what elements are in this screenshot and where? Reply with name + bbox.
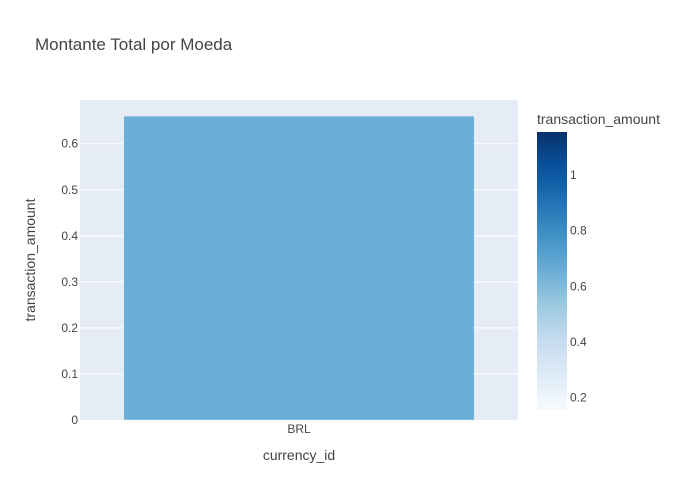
colorbar-title: transaction_amount bbox=[537, 111, 660, 127]
y-tick-label: 0.6 bbox=[61, 137, 78, 151]
y-axis-ticks: 0 0.1 0.2 0.3 0.4 0.5 0.6 bbox=[61, 137, 78, 427]
colorbar bbox=[537, 132, 567, 410]
y-tick-label: 0.5 bbox=[61, 183, 78, 197]
colorbar-tick-label: 0.6 bbox=[570, 279, 587, 293]
colorbar-tick-label: 0.4 bbox=[570, 335, 587, 349]
y-axis-title: transaction_amount bbox=[22, 198, 38, 321]
x-axis-title: currency_id bbox=[263, 447, 335, 463]
x-tick-label: BRL bbox=[287, 422, 311, 436]
colorbar-tick-label: 0.2 bbox=[570, 390, 587, 404]
bar[interactable] bbox=[123, 115, 475, 421]
y-tick-label: 0.1 bbox=[61, 367, 78, 381]
colorbar-tick-label: 0.8 bbox=[570, 224, 587, 238]
y-tick-label: 0.4 bbox=[61, 229, 78, 243]
chart-title: Montante Total por Moeda bbox=[35, 35, 233, 54]
x-axis-ticks: BRL bbox=[287, 422, 311, 436]
y-tick-label: 0.2 bbox=[61, 321, 78, 335]
bars bbox=[123, 115, 475, 421]
y-tick-label: 0 bbox=[71, 413, 78, 427]
y-tick-label: 0.3 bbox=[61, 275, 78, 289]
colorbar-ticks: 0.2 0.4 0.6 0.8 1 bbox=[570, 168, 587, 404]
colorbar-tick-label: 1 bbox=[570, 168, 577, 182]
